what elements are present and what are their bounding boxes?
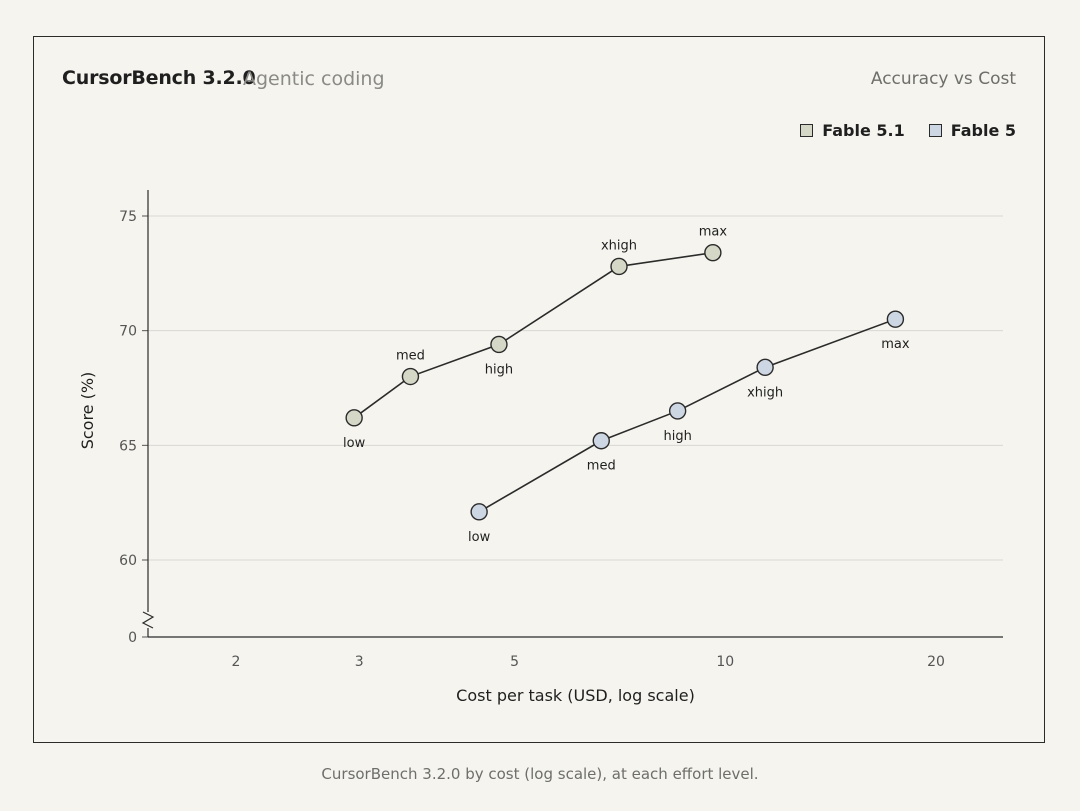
data-point-fable51-xhigh — [610, 257, 628, 276]
tick-label-y-70: 70 — [119, 324, 137, 340]
y-axis-title: Score (%) — [78, 372, 97, 450]
tick-label-x-3: 3 — [355, 654, 364, 670]
tick-label-y-75: 75 — [119, 209, 137, 225]
legend-swatch-fable51 — [800, 124, 814, 137]
chart-frame: CursorBench 3.2.0 Agentic coding Accurac… — [33, 36, 1045, 743]
legend-item-fable51: Fable 5.1 — [800, 121, 905, 140]
legend-item-fable5: Fable 5 — [928, 121, 1016, 140]
chart-subtitle: Agentic coding — [243, 68, 385, 90]
figure-caption: CursorBench 3.2.0 by cost (log scale), a… — [321, 765, 759, 783]
series-line-fable5 — [478, 318, 896, 513]
legend: Fable 5.1 Fable 5 — [800, 121, 1016, 140]
data-label-fable5-max: max — [881, 337, 910, 352]
tick-label-y-65: 65 — [119, 438, 137, 454]
data-label-fable51-high: high — [485, 362, 513, 377]
data-point-fable51-max — [704, 243, 722, 262]
data-point-fable51-low — [345, 409, 363, 427]
data-label-fable51-xhigh: xhigh — [601, 238, 637, 253]
tick-label-x-20: 20 — [927, 654, 945, 670]
legend-label-fable51: Fable 5.1 — [822, 121, 905, 140]
data-label-fable5-low: low — [468, 530, 491, 545]
chart-right-title: Accuracy vs Cost — [870, 69, 1016, 89]
data-label-fable51-low: low — [343, 436, 366, 451]
data-label-fable5-med: med — [587, 459, 616, 474]
data-point-fable5-med — [592, 432, 610, 450]
chart-title: CursorBench 3.2.0 — [62, 67, 256, 89]
tick-label-x-5: 5 — [510, 654, 519, 670]
axis-break-mark — [141, 611, 155, 629]
data-label-fable51-med: med — [396, 349, 425, 364]
data-label-fable51-max: max — [699, 225, 728, 240]
data-point-fable5-max — [886, 310, 905, 328]
tick-label-y-60: 60 — [119, 553, 137, 569]
data-point-fable51-high — [490, 335, 508, 354]
tick-label-y-0: 0 — [128, 630, 137, 646]
series-line-fable51 — [353, 251, 713, 419]
data-label-fable5-xhigh: xhigh — [747, 385, 783, 400]
data-label-fable5-high: high — [663, 429, 691, 444]
data-point-fable5-low — [470, 503, 488, 521]
x-axis-title: Cost per task (USD, log scale) — [456, 686, 695, 705]
tick-label-x-10: 10 — [716, 654, 734, 670]
data-point-fable51-med — [401, 367, 420, 386]
legend-label-fable5: Fable 5 — [950, 121, 1016, 140]
data-point-fable5-high — [668, 402, 687, 420]
data-point-fable5-xhigh — [756, 358, 774, 377]
tick-label-x-2: 2 — [232, 654, 241, 670]
legend-swatch-fable5 — [928, 124, 942, 137]
